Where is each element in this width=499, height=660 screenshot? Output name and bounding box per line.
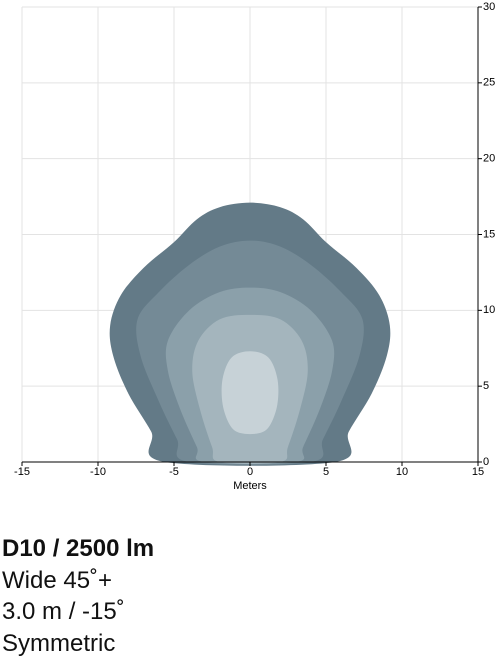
caption-title: D10 / 2500 lm <box>2 535 155 562</box>
y-tick-label: 10 <box>483 304 495 316</box>
y-tick-label: 20 <box>483 153 495 165</box>
x-tick-label: -10 <box>90 466 106 478</box>
x-tick-label: -15 <box>14 466 30 478</box>
contour <box>221 351 279 435</box>
x-tick-label: 5 <box>323 466 329 478</box>
x-tick-label: 10 <box>396 466 408 478</box>
x-tick-label: 15 <box>472 466 484 478</box>
y-tick-label: 25 <box>483 77 495 89</box>
y-tick-label: 5 <box>483 380 489 392</box>
caption-line: 3.0 m / -15˚ <box>2 598 125 625</box>
y-tick-label: 15 <box>483 228 495 240</box>
caption-line: Wide 45˚+ <box>2 567 113 594</box>
y-tick-label: 0 <box>483 456 489 468</box>
caption-line: Symmetric <box>2 630 116 657</box>
x-tick-label: -5 <box>169 466 179 478</box>
x-axis-label: Meters <box>233 480 267 492</box>
x-tick-label: 0 <box>247 466 253 478</box>
y-tick-label: 30 <box>483 1 495 13</box>
